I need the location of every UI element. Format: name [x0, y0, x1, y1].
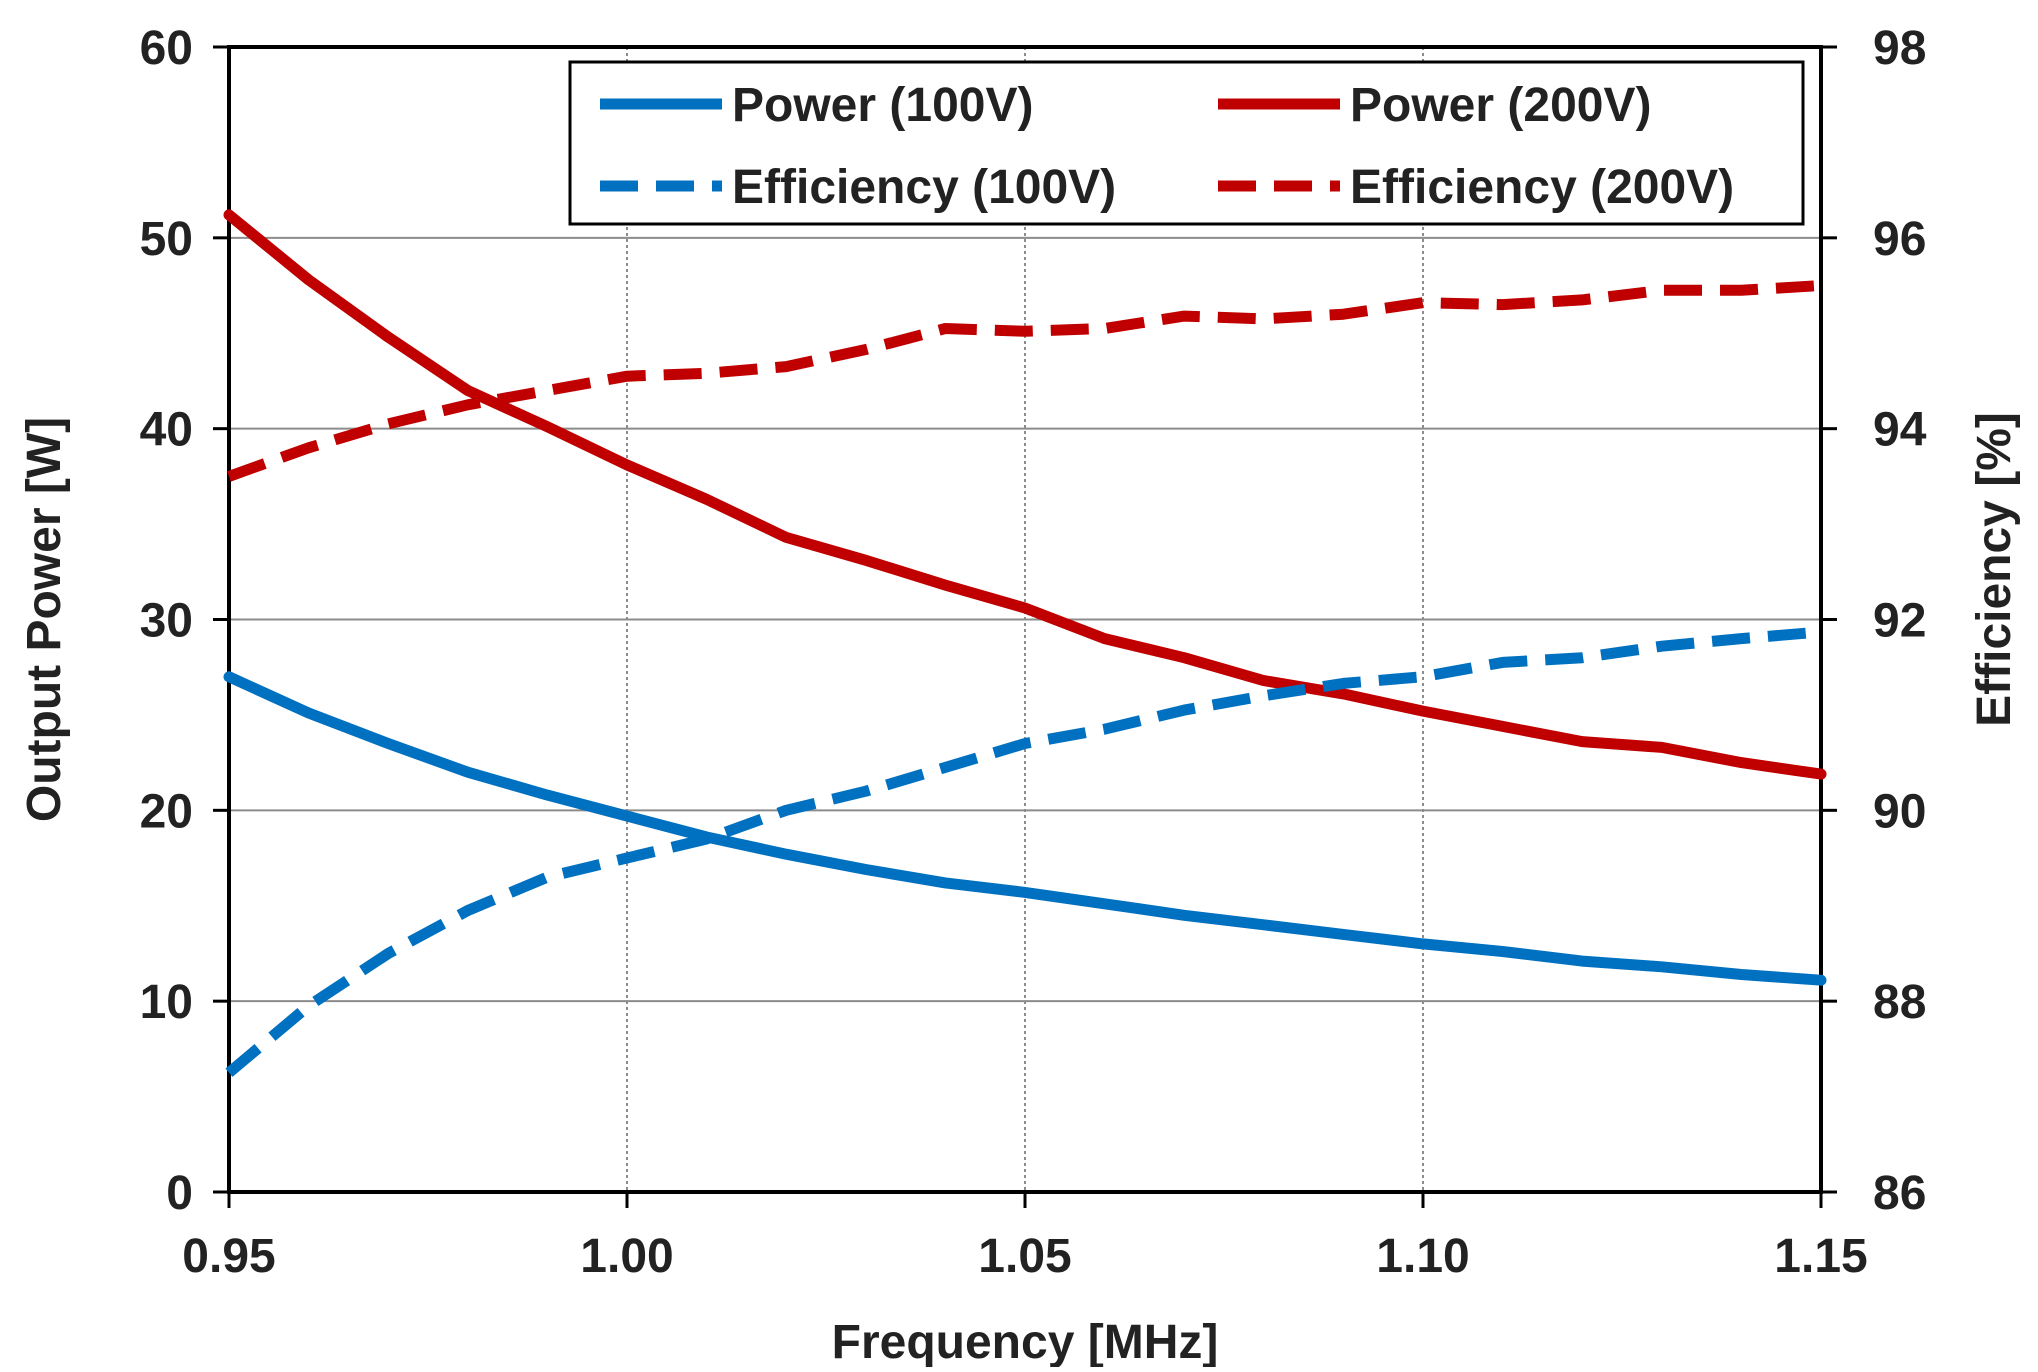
- grid-layer: [229, 47, 1821, 1192]
- legend-label-power-200v: Power (200V): [1350, 79, 1651, 132]
- y-tick-label: 10: [140, 976, 193, 1029]
- legend: Power (100V) Power (200V) Efficiency (100V…: [568, 60, 1805, 226]
- x-tick-label: 1.05: [978, 1230, 1071, 1283]
- y-tick-label: 30: [140, 595, 193, 648]
- x-tick-label: 1.15: [1774, 1230, 1867, 1283]
- y2-tick-label: 98: [1873, 22, 1926, 75]
- legend-label-efficiency-100v: Efficiency (100V): [732, 161, 1116, 214]
- series-layer: [223, 209, 1827, 1077]
- x-tick-label: 0.95: [182, 1230, 275, 1283]
- y2-tick-label: 94: [1873, 404, 1927, 457]
- y2-tick-label: 90: [1873, 785, 1926, 838]
- ticks-layer: 0 10 20 30 40 50 60 86 88 90 92 94 96 98 0.95 1.00 1.05 1…: [140, 22, 1927, 1283]
- x-tick-label: 1.00: [580, 1230, 673, 1283]
- legend-label-power-100v: Power (100V): [732, 79, 1033, 132]
- y-tick-label: 20: [140, 785, 193, 838]
- y2-axis-title: Efficiency [%]: [1968, 412, 2021, 727]
- x-axis-title: Frequency [MHz]: [832, 1316, 1219, 1367]
- y2-tick-label: 96: [1873, 213, 1926, 266]
- legend-box: [568, 60, 1805, 226]
- y-tick-label: 0: [166, 1167, 193, 1220]
- y2-tick-label: 92: [1873, 595, 1926, 648]
- series-line-power-200v: [223, 209, 1827, 780]
- legend-label-efficiency-200v: Efficiency (200V): [1350, 161, 1734, 214]
- series-line-efficiency-100v: [225, 626, 1822, 1077]
- y-tick-label: 50: [140, 213, 193, 266]
- series-line-efficiency-200v: [227, 280, 1822, 482]
- y-tick-label: 40: [140, 404, 193, 457]
- y2-tick-label: 86: [1873, 1167, 1926, 1220]
- series-line-power-100v: [223, 671, 1827, 986]
- x-tick-label: 1.10: [1376, 1230, 1469, 1283]
- y2-tick-label: 88: [1873, 976, 1926, 1029]
- y-tick-label: 60: [140, 22, 193, 75]
- y-axis-title: Output Power [W]: [18, 417, 71, 822]
